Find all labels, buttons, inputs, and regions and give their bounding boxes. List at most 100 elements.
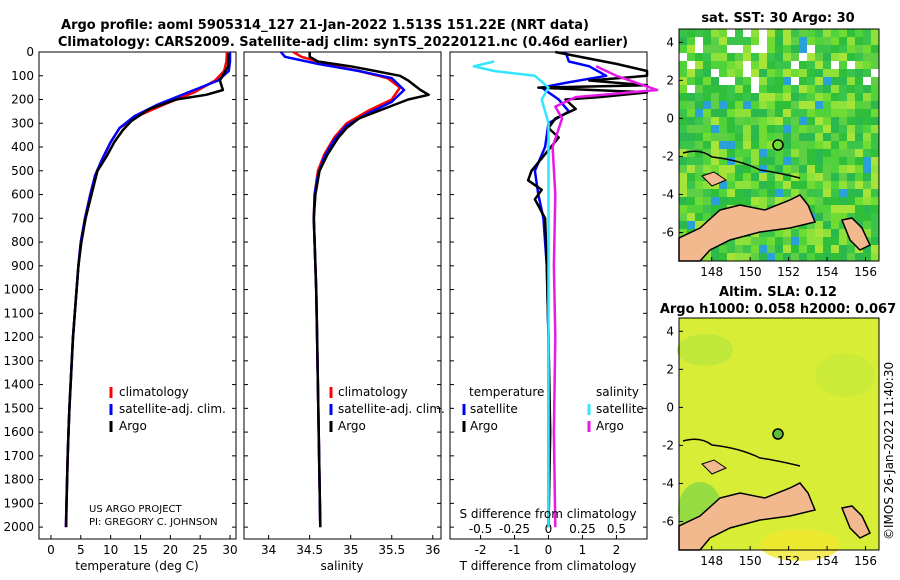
sst-pixels	[679, 29, 879, 261]
sst-pixel	[863, 101, 871, 109]
sst-pixel	[735, 117, 743, 125]
sst-pixel	[847, 133, 855, 141]
sst-pixel	[823, 133, 831, 141]
sst-pixel	[815, 229, 823, 237]
sst-pixel	[791, 45, 799, 53]
sst-pixel	[791, 229, 799, 237]
sst-pixel	[807, 37, 815, 45]
sst-pixel	[839, 149, 847, 157]
sst-pixel	[719, 45, 727, 53]
sst-pixel	[711, 29, 719, 37]
depth-tick-label: 1000	[3, 283, 34, 297]
sst-pixel	[855, 173, 863, 181]
sst-pixel	[695, 157, 703, 165]
sst-pixel	[823, 93, 831, 101]
sst-pixel	[831, 53, 839, 61]
sst-pixel	[719, 189, 727, 197]
sst-pixel	[751, 197, 759, 205]
sst-pixel	[831, 205, 839, 213]
sst-pixel	[735, 69, 743, 77]
sst-pixel	[783, 117, 791, 125]
sst-pixel	[863, 149, 871, 157]
sst-pixel	[847, 213, 855, 221]
sst-pixel	[687, 125, 695, 133]
sst-pixel	[799, 133, 807, 141]
sst-pixel	[751, 109, 759, 117]
sst-pixel	[767, 77, 775, 85]
sst-pixel	[807, 77, 815, 85]
sst-map-frame	[678, 28, 880, 262]
sst-pixel	[735, 109, 743, 117]
sst-pixel	[871, 189, 879, 197]
sst-pixel	[759, 189, 767, 197]
sst-pixel	[839, 69, 847, 77]
sst-pixel	[743, 157, 751, 165]
sst-pixel	[807, 253, 815, 261]
sla-land-island	[840, 505, 871, 539]
sst-pixel	[855, 77, 863, 85]
sst-pixel	[815, 45, 823, 53]
sst-pixel	[823, 85, 831, 93]
series-argo	[308, 52, 430, 528]
sst-pixel	[727, 149, 735, 157]
sst-pixel	[767, 133, 775, 141]
lon-tick-label: 154	[816, 554, 839, 568]
sst-pixel	[839, 221, 847, 229]
sst-pixel	[767, 165, 775, 173]
sst-pixel	[759, 141, 767, 149]
sst-pixel	[791, 149, 799, 157]
sst-pixel	[695, 181, 703, 189]
sst-pixel	[871, 117, 879, 125]
sst-pixel	[735, 77, 743, 85]
sst-pixel	[799, 101, 807, 109]
sst-pixel	[799, 165, 807, 173]
sst-pixel	[767, 253, 775, 261]
sst-pixel	[815, 29, 823, 37]
sst-pixel	[831, 29, 839, 37]
legend-satellite: satellite-adj. clim.	[338, 402, 445, 416]
sst-pixel	[703, 253, 711, 261]
x-tick-label: 2	[613, 543, 621, 557]
sst-pixel	[743, 61, 751, 69]
sst-pixel	[727, 93, 735, 101]
sst-pixel	[719, 37, 727, 45]
sst-pixel	[775, 237, 783, 245]
x-tick-label: 15	[133, 543, 148, 557]
sst-pixel	[767, 197, 775, 205]
sst-pixel	[783, 125, 791, 133]
sst-pixel	[735, 133, 743, 141]
sla-argo-position-marker	[772, 428, 784, 440]
x-tick-label: 34.5	[296, 543, 323, 557]
sst-pixel	[831, 253, 839, 261]
x-tick-label: 34	[261, 543, 276, 557]
sst-pixel	[775, 181, 783, 189]
sst-pixel	[743, 101, 751, 109]
sst-pixel	[727, 29, 735, 37]
sst-map-title: sat. SST: 30 Argo: 30	[701, 11, 854, 26]
sla-land-small-island	[701, 459, 728, 475]
sst-pixel	[727, 117, 735, 125]
sst-pixel	[775, 93, 783, 101]
series-t-satellite	[533, 51, 608, 528]
lat-tick-label: 4	[666, 324, 674, 338]
depth-tick-label: 1700	[3, 449, 34, 463]
sst-pixel	[791, 133, 799, 141]
difference-panel: -2 -1 0 1 2 -0.5 -0.25 0 0.25 0.5 S difference f…	[449, 50, 659, 573]
sst-pixel	[847, 109, 855, 117]
sst-pixel	[871, 45, 879, 53]
sst-pixel	[703, 61, 711, 69]
sst-pixel	[687, 37, 695, 45]
sst-pixel	[687, 109, 695, 117]
sst-pixel	[695, 141, 703, 149]
sst-pixel	[743, 117, 751, 125]
sst-pixel	[767, 117, 775, 125]
lon-tick-label: 156	[854, 265, 877, 279]
sst-pixel	[703, 101, 711, 109]
sst-pixel	[831, 229, 839, 237]
sst-pixel	[831, 133, 839, 141]
x-tick-label: 5	[77, 543, 85, 557]
sst-pixel	[847, 205, 855, 213]
sst-pixel	[679, 221, 687, 229]
sst-pixel	[695, 125, 703, 133]
series-satellite-adj-clim-	[64, 52, 232, 528]
